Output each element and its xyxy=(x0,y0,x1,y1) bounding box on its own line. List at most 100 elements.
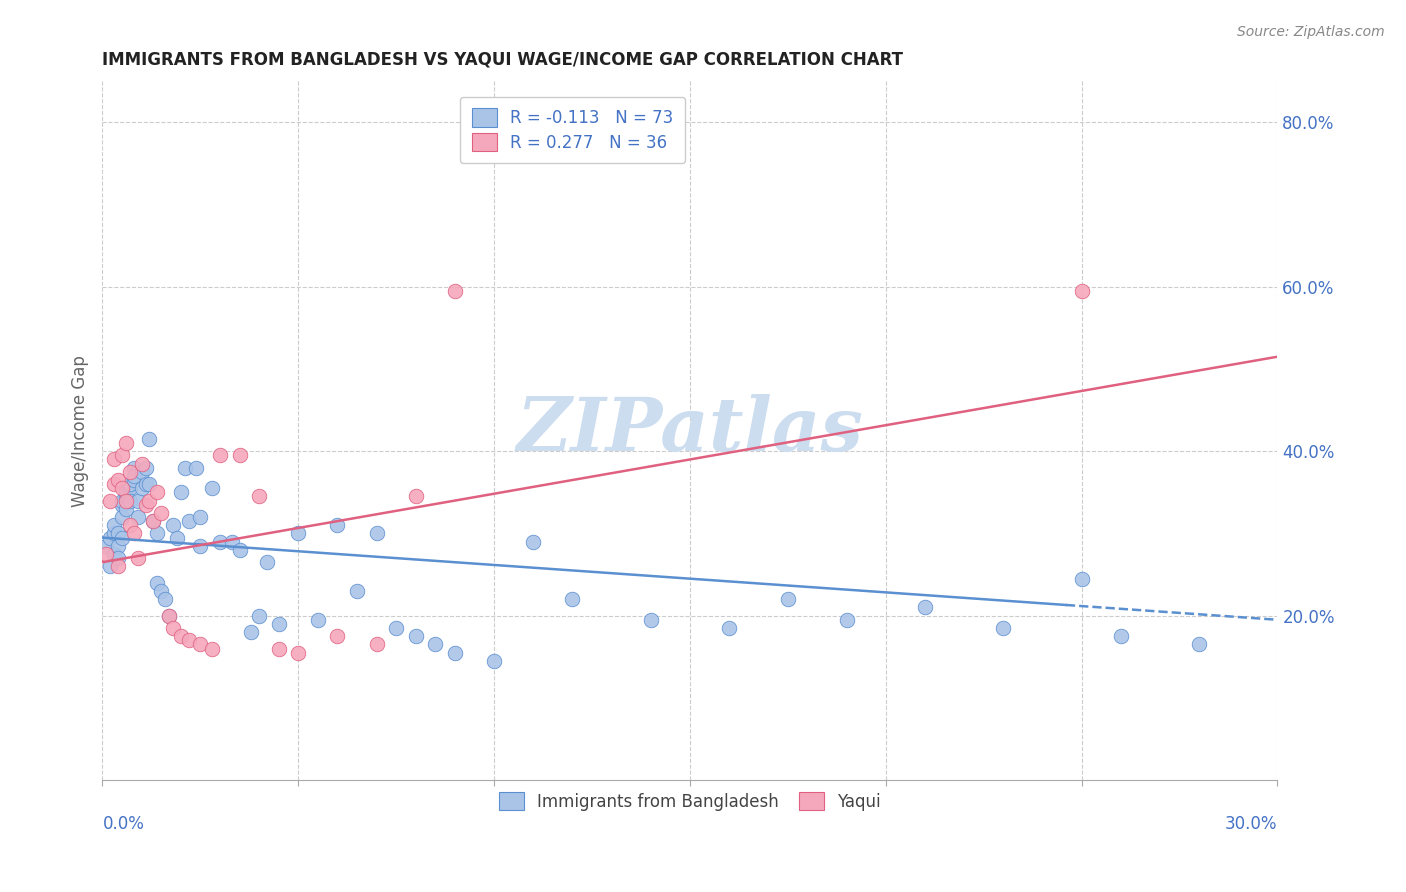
Point xyxy=(561,592,583,607)
Point xyxy=(425,637,447,651)
Point xyxy=(134,460,156,475)
Point xyxy=(208,534,231,549)
Point xyxy=(188,637,211,651)
Point xyxy=(98,559,121,574)
Point xyxy=(157,608,180,623)
Point xyxy=(103,518,125,533)
Point xyxy=(115,501,138,516)
Point xyxy=(111,510,134,524)
Point xyxy=(444,646,467,660)
Point xyxy=(1070,572,1092,586)
Point xyxy=(127,551,149,566)
Point xyxy=(98,531,121,545)
Point xyxy=(111,498,134,512)
Point xyxy=(107,559,129,574)
Point xyxy=(405,629,427,643)
Point xyxy=(1188,637,1211,651)
Point xyxy=(122,526,145,541)
Point xyxy=(131,465,153,479)
Point xyxy=(96,539,118,553)
Point xyxy=(138,477,160,491)
Text: ZIPatlas: ZIPatlas xyxy=(516,394,863,467)
Point xyxy=(111,448,134,462)
Point xyxy=(118,518,141,533)
Point xyxy=(221,534,243,549)
Point xyxy=(405,490,427,504)
Point xyxy=(170,485,193,500)
Text: 30.0%: 30.0% xyxy=(1225,815,1278,833)
Point xyxy=(201,481,224,495)
Point xyxy=(118,465,141,479)
Point xyxy=(162,518,184,533)
Point xyxy=(1109,629,1132,643)
Point xyxy=(107,526,129,541)
Point xyxy=(228,542,250,557)
Point xyxy=(522,534,544,549)
Point xyxy=(267,616,290,631)
Point xyxy=(326,518,349,533)
Legend: Immigrants from Bangladesh, Yaqui: Immigrants from Bangladesh, Yaqui xyxy=(489,782,891,821)
Point xyxy=(146,485,169,500)
Point xyxy=(118,481,141,495)
Point xyxy=(188,510,211,524)
Point xyxy=(138,493,160,508)
Point xyxy=(482,654,505,668)
Point xyxy=(326,629,349,643)
Point xyxy=(776,592,799,607)
Point xyxy=(127,510,149,524)
Point xyxy=(247,608,270,623)
Point xyxy=(111,493,134,508)
Point xyxy=(96,547,118,561)
Point xyxy=(142,514,165,528)
Point xyxy=(256,555,278,569)
Point xyxy=(150,584,173,599)
Point xyxy=(115,490,138,504)
Point xyxy=(366,637,388,651)
Point xyxy=(177,514,200,528)
Point xyxy=(115,436,138,450)
Point xyxy=(346,584,368,599)
Point xyxy=(115,493,138,508)
Point xyxy=(142,514,165,528)
Point xyxy=(131,457,153,471)
Point xyxy=(186,460,208,475)
Point xyxy=(173,460,195,475)
Point xyxy=(98,493,121,508)
Point xyxy=(146,575,169,590)
Point xyxy=(287,526,309,541)
Point xyxy=(118,477,141,491)
Point xyxy=(107,473,129,487)
Point xyxy=(444,284,467,298)
Point xyxy=(111,481,134,495)
Point xyxy=(201,641,224,656)
Point xyxy=(718,621,741,635)
Point xyxy=(835,613,858,627)
Point xyxy=(177,633,200,648)
Point xyxy=(122,469,145,483)
Point xyxy=(138,432,160,446)
Point xyxy=(103,526,125,541)
Point xyxy=(307,613,329,627)
Point xyxy=(111,531,134,545)
Point xyxy=(267,641,290,656)
Text: 0.0%: 0.0% xyxy=(103,815,145,833)
Point xyxy=(1070,284,1092,298)
Point xyxy=(118,493,141,508)
Point xyxy=(107,551,129,566)
Point xyxy=(170,629,193,643)
Point xyxy=(103,477,125,491)
Point xyxy=(366,526,388,541)
Point xyxy=(127,493,149,508)
Text: IMMIGRANTS FROM BANGLADESH VS YAQUI WAGE/INCOME GAP CORRELATION CHART: IMMIGRANTS FROM BANGLADESH VS YAQUI WAGE… xyxy=(103,51,904,69)
Point xyxy=(115,485,138,500)
Point xyxy=(122,460,145,475)
Point xyxy=(107,539,129,553)
Point xyxy=(166,531,188,545)
Point xyxy=(150,506,173,520)
Point xyxy=(162,621,184,635)
Point xyxy=(153,592,176,607)
Point xyxy=(103,547,125,561)
Point xyxy=(640,613,662,627)
Point xyxy=(122,473,145,487)
Point xyxy=(208,448,231,462)
